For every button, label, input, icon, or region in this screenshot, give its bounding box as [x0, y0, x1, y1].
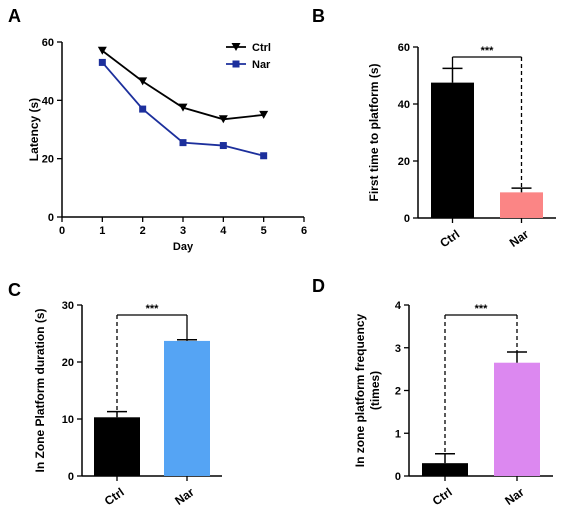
legend-marker	[231, 43, 241, 51]
data-point	[218, 115, 228, 124]
y-tick-label: 40	[398, 99, 410, 111]
bar-ctrl	[94, 417, 140, 476]
bar-nar	[164, 340, 210, 476]
data-point	[98, 58, 106, 66]
y-tick-label: 1	[395, 428, 401, 440]
y-tick-label: 30	[62, 300, 74, 312]
y-tick-label: 20	[62, 357, 74, 369]
x-tick-label: Nar	[502, 485, 527, 508]
y-tick-label: 0	[404, 213, 410, 225]
y-tick-label: 4	[395, 300, 402, 312]
y-tick-label: 40	[42, 95, 54, 107]
y-tick-label: 2	[395, 386, 401, 398]
panel-a: A 0 20 40 60 0 1 2 3 4 5 6 Day Latency (s) Ctrl Nar	[8, 6, 307, 253]
y-axis-label: Latency (s)	[27, 98, 41, 161]
bar-ctrl	[431, 82, 474, 218]
data-point	[219, 142, 227, 150]
data-point	[259, 110, 269, 119]
panel-letter: C	[8, 280, 21, 300]
significance-label: ***	[475, 303, 489, 315]
data-point	[138, 77, 148, 86]
data-point	[139, 105, 147, 113]
x-tick-label: 5	[261, 225, 267, 237]
x-tick-label: 1	[99, 225, 105, 237]
y-tick-label: 3	[395, 343, 401, 355]
x-axis-label: Day	[173, 241, 194, 253]
bar-nar	[494, 362, 540, 476]
x-tick-label: Ctrl	[102, 485, 127, 508]
data-point	[178, 103, 188, 112]
y-tick-label: 60	[398, 42, 410, 54]
panel-b: B 0 20 40 60 Ctrl Nar *** First time to platform…	[312, 6, 556, 250]
y-axis-label: In Zone Platform duration (s)	[33, 308, 47, 472]
y-tick-label: 0	[48, 212, 54, 224]
x-tick-label: Ctrl	[437, 227, 462, 250]
bar-nar	[500, 192, 543, 218]
x-tick-label: Ctrl	[430, 485, 455, 508]
x-tick-label: Nar	[507, 227, 532, 250]
panel-c: C 0 10 20 30 Ctrl Nar *** In Zone Platform durat…	[8, 280, 222, 508]
x-tick-label: 4	[220, 225, 227, 237]
y-axis-label: (times)	[368, 371, 382, 410]
panel-letter: B	[312, 6, 325, 26]
data-point	[179, 139, 187, 147]
y-tick-label: 20	[42, 154, 54, 166]
x-tick-label: 3	[180, 225, 186, 237]
panel-letter: D	[312, 276, 325, 296]
y-tick-label: 10	[62, 414, 74, 426]
x-tick-label: 6	[301, 225, 307, 237]
y-tick-label: 60	[42, 37, 54, 49]
bar-ctrl	[422, 463, 468, 476]
x-tick-label: 2	[140, 225, 146, 237]
legend-marker	[232, 60, 240, 68]
significance-label: ***	[481, 45, 495, 57]
y-tick-label: 0	[68, 471, 74, 483]
x-tick-label: 0	[59, 225, 65, 237]
legend-label: Ctrl	[252, 42, 271, 54]
significance-label: ***	[146, 303, 160, 315]
panel-letter: A	[8, 6, 21, 26]
x-tick-label: Nar	[172, 485, 197, 508]
y-axis-label: First time to platform (s)	[367, 63, 381, 201]
y-tick-label: 0	[395, 471, 401, 483]
y-axis-label: In zone platform frequency	[353, 314, 367, 468]
data-point	[97, 46, 107, 55]
data-point	[260, 152, 268, 160]
y-tick-label: 20	[398, 156, 410, 168]
panel-d: D 0 1 2 3 4 Ctrl Nar *** In zone platform frequen…	[312, 276, 553, 508]
legend-label: Nar	[252, 59, 271, 71]
